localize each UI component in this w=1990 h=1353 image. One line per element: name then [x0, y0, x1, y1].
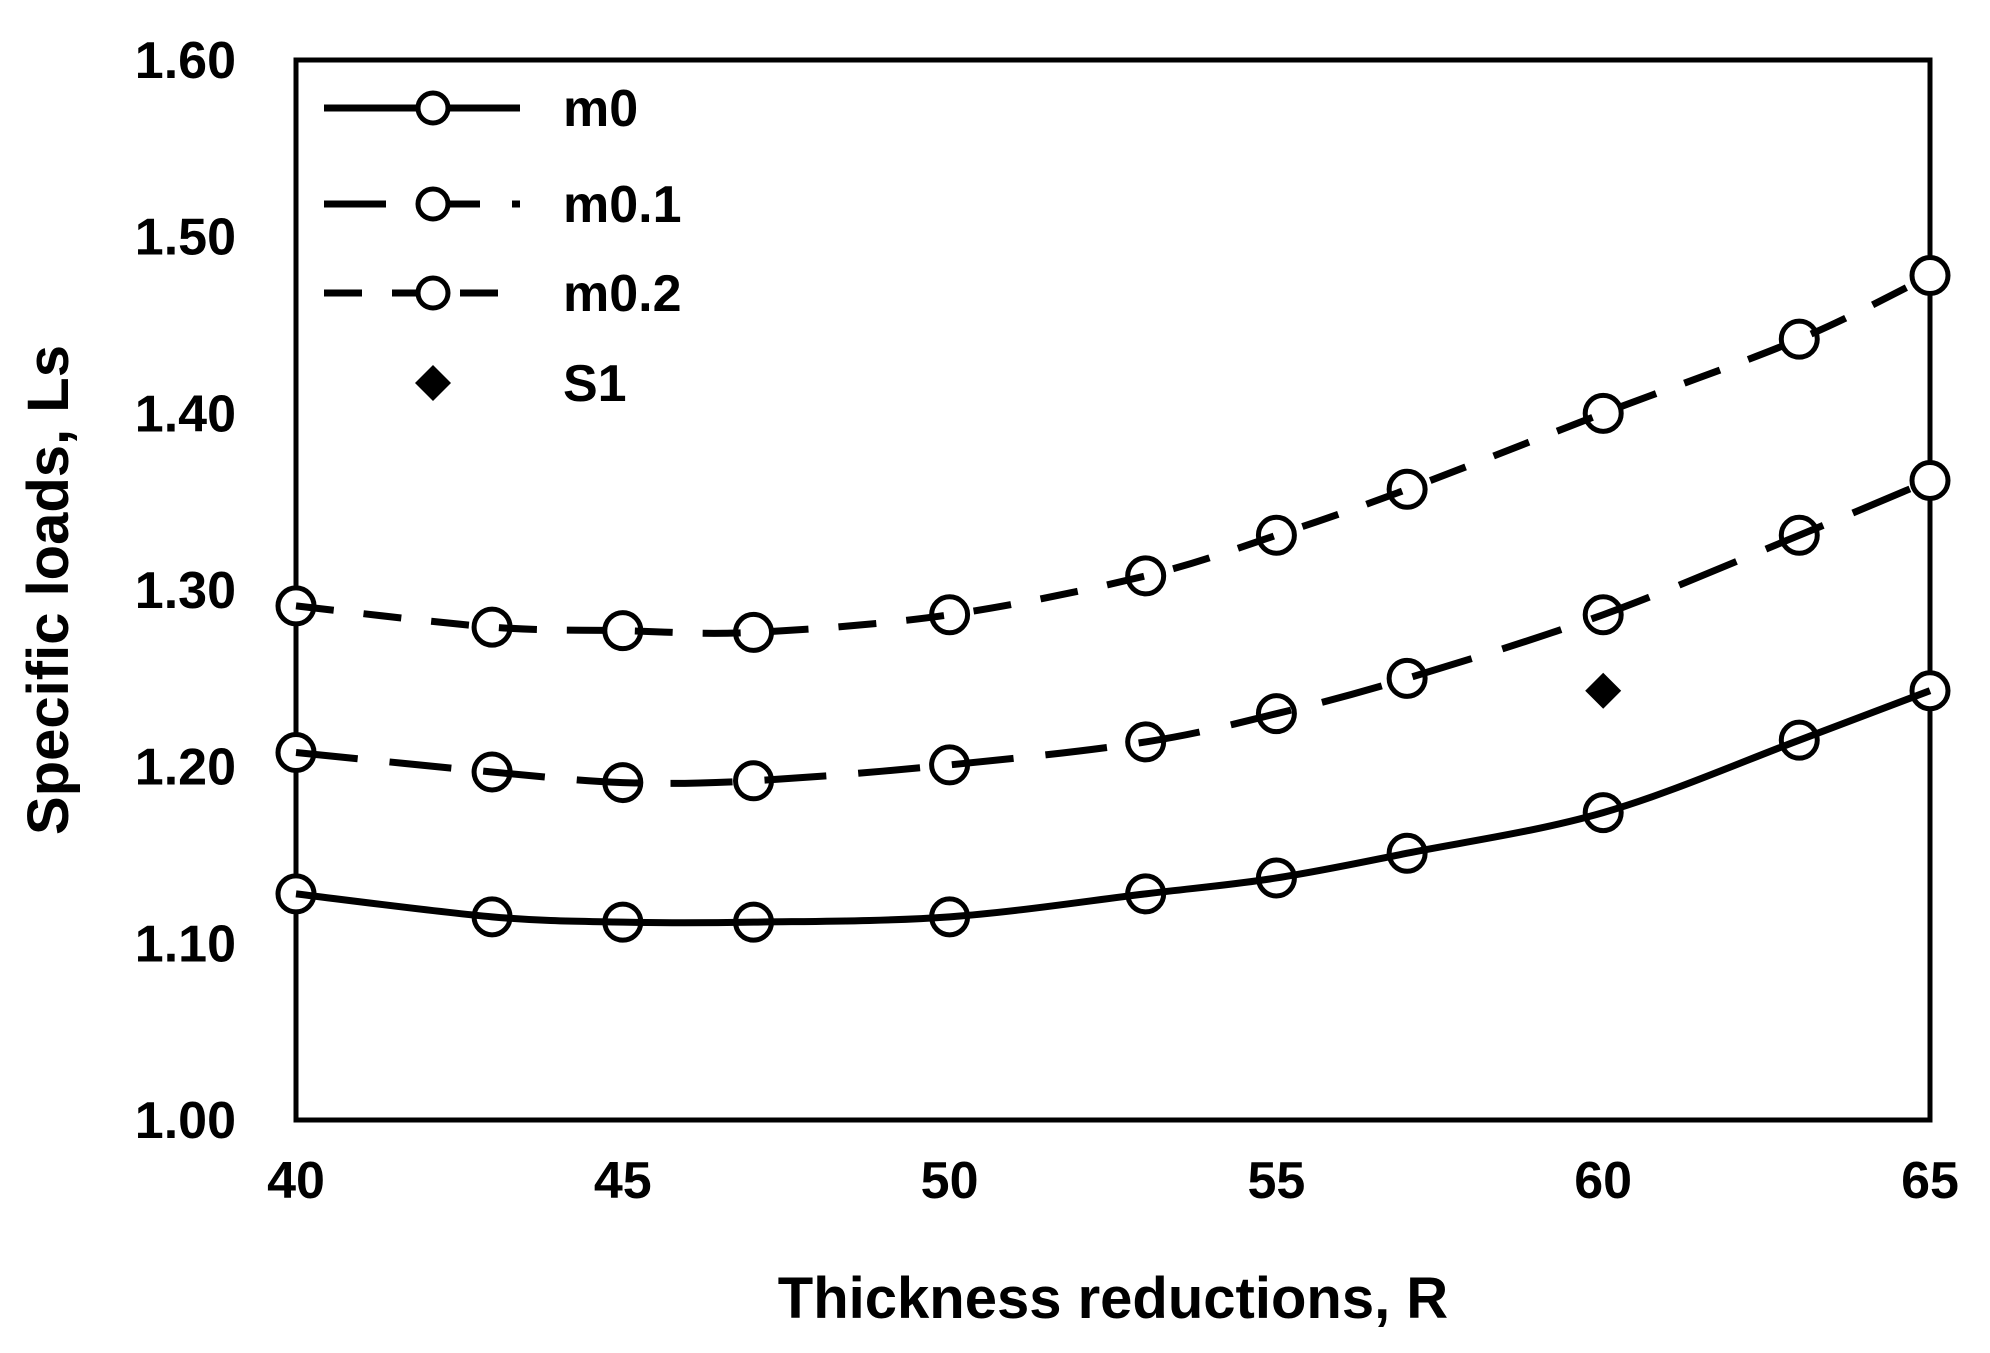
legend-item: m0.2 — [324, 265, 682, 323]
x-tick-label: 50 — [921, 1152, 979, 1210]
x-tick-label: 55 — [1247, 1152, 1305, 1210]
x-tick-label: 40 — [267, 1152, 325, 1210]
data-point — [1909, 459, 1951, 501]
series-line-m0-1 — [295, 477, 1932, 787]
data-point — [1255, 514, 1297, 556]
y-tick-label: 1.60 — [135, 32, 236, 90]
legend-marker — [415, 365, 451, 401]
x-axis-title: Thickness reductions, R — [778, 1266, 1448, 1331]
plot-area — [293, 57, 1933, 1123]
legend-item: m0.1 — [324, 176, 682, 234]
legend-label: S1 — [563, 355, 627, 413]
series-layer — [275, 255, 1951, 943]
x-axis-ticks: 40 45 50 55 60 65 — [267, 1152, 1959, 1210]
y-tick-label: 1.20 — [135, 739, 236, 797]
x-tick-label: 45 — [594, 1152, 652, 1210]
legend-label: m0.1 — [563, 176, 682, 234]
data-point-diamond — [1585, 672, 1622, 709]
y-tick-label: 1.10 — [135, 915, 236, 973]
x-tick-label: 65 — [1901, 1152, 1959, 1210]
data-point — [1125, 555, 1167, 597]
legend-label: m0.2 — [563, 265, 682, 323]
legend-marker — [415, 186, 451, 222]
data-point — [1386, 468, 1428, 510]
legend-item: m0 — [324, 80, 638, 138]
y-tick-label: 1.30 — [135, 562, 236, 620]
data-point — [1909, 255, 1951, 297]
legend: m0 m0.1 m0.2 S1 — [324, 80, 682, 413]
data-point — [1386, 657, 1428, 699]
legend-marker — [415, 275, 451, 311]
data-point — [1778, 318, 1820, 360]
y-tick-label: 1.00 — [135, 1092, 236, 1150]
x-tick-label: 60 — [1574, 1152, 1632, 1210]
y-axis-title: Specific loads, Ls — [16, 345, 81, 835]
legend-marker — [415, 90, 451, 126]
y-axis-ticks: 1.00 1.10 1.20 1.30 1.40 1.50 1.60 — [135, 32, 236, 1150]
legend-item: S1 — [415, 355, 627, 413]
series-line-m0-2 — [295, 272, 1932, 637]
y-tick-label: 1.40 — [135, 385, 236, 443]
legend-label: m0 — [563, 80, 638, 138]
y-tick-label: 1.50 — [135, 209, 236, 267]
data-point — [733, 611, 775, 653]
series-line-m0 — [295, 687, 1932, 927]
data-point — [1582, 392, 1624, 434]
